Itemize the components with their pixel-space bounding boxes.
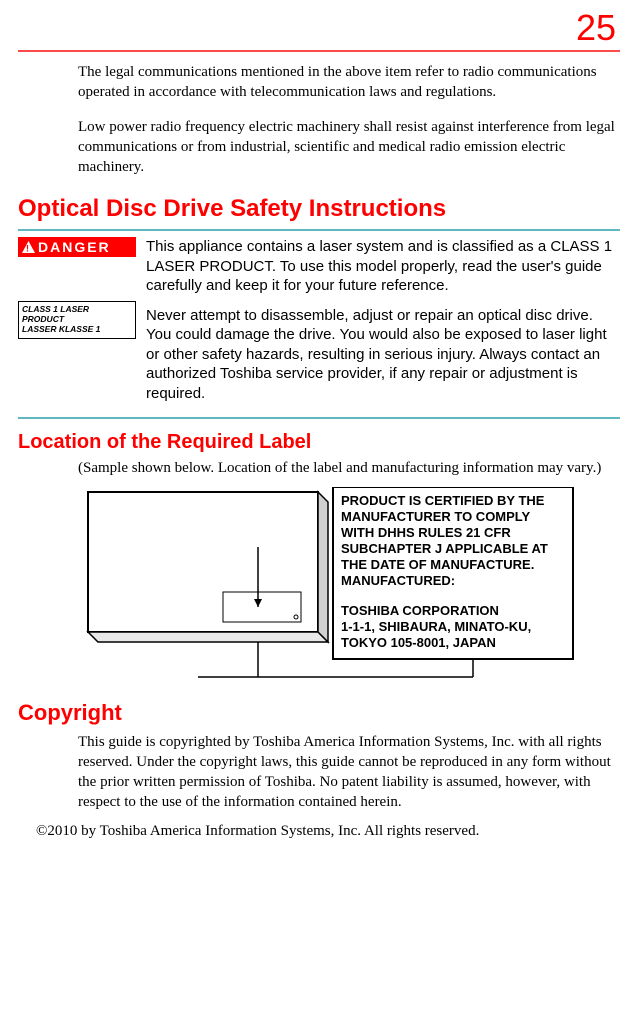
danger-p1: This appliance contains a laser system a… xyxy=(146,237,620,296)
class1-label-box: CLASS 1 LASER PRODUCT LASSER KLASSE 1 xyxy=(18,301,136,338)
lbl-l5: THE DATE OF MANUFACTURE. xyxy=(341,557,534,572)
label-diagram: PRODUCT IS CERTIFIED BY THE MANUFACTURER… xyxy=(78,487,620,692)
copyright-heading: Copyright xyxy=(18,700,620,726)
page-number: 25 xyxy=(18,10,620,46)
lbl-l9: TOKYO 105-8001, JAPAN xyxy=(341,635,496,650)
danger-badge-text: DANGER xyxy=(38,239,111,255)
svg-text:!: ! xyxy=(26,244,31,254)
class1-line2: LASSER KLASSE 1 xyxy=(22,325,132,335)
label-svg: PRODUCT IS CERTIFIED BY THE MANUFACTURER… xyxy=(78,487,578,687)
top-rule xyxy=(18,50,620,52)
intro-p1: The legal communications mentioned in th… xyxy=(78,62,620,103)
lbl-l8: 1-1-1, SHIBAURA, MINATO-KU, xyxy=(341,619,531,634)
optical-heading: Optical Disc Drive Safety Instructions xyxy=(18,195,620,223)
page-root: 25 The legal communications mentioned in… xyxy=(0,0,638,858)
lbl-l7: TOSHIBA CORPORATION xyxy=(341,603,499,618)
class1-line1: CLASS 1 LASER PRODUCT xyxy=(22,305,132,325)
warning-icon: ! xyxy=(22,241,35,253)
danger-block: ! DANGER CLASS 1 LASER PRODUCT LASSER KL… xyxy=(18,237,620,413)
intro-p2: Low power radio frequency electric machi… xyxy=(78,117,620,178)
danger-text: This appliance contains a laser system a… xyxy=(146,237,620,413)
teal-rule-2 xyxy=(18,417,620,419)
location-note: (Sample shown below. Location of the lab… xyxy=(78,458,620,478)
danger-badge: ! DANGER xyxy=(18,237,136,257)
copyright-line: ©2010 by Toshiba America Information Sys… xyxy=(36,823,620,840)
danger-left-col: ! DANGER CLASS 1 LASER PRODUCT LASSER KL… xyxy=(18,237,136,338)
lbl-l1: PRODUCT IS CERTIFIED BY THE xyxy=(341,493,545,508)
teal-rule-1 xyxy=(18,229,620,231)
danger-p2: Never attempt to disassemble, adjust or … xyxy=(146,306,620,404)
lbl-l4: SUBCHAPTER J APPLICABLE AT xyxy=(341,541,548,556)
lbl-l3: WITH DHHS RULES 21 CFR xyxy=(341,525,511,540)
lbl-l2: MANUFACTURER TO COMPLY xyxy=(341,509,531,524)
copyright-body: This guide is copyrighted by Toshiba Ame… xyxy=(78,732,620,813)
location-heading: Location of the Required Label xyxy=(18,431,620,454)
lbl-l6: MANUFACTURED: xyxy=(341,573,455,588)
